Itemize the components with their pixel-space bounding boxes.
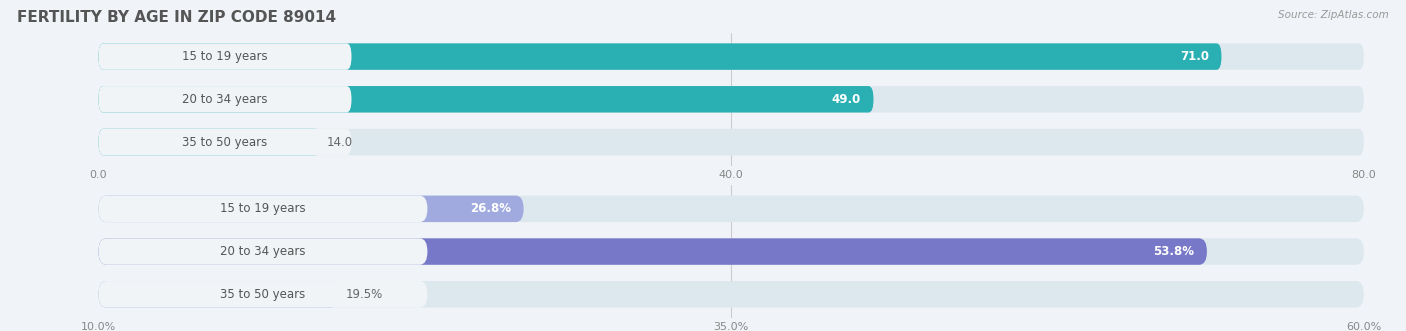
FancyBboxPatch shape <box>98 129 321 155</box>
FancyBboxPatch shape <box>98 129 1364 155</box>
FancyBboxPatch shape <box>98 281 1364 307</box>
FancyBboxPatch shape <box>98 238 1364 265</box>
Text: 19.5%: 19.5% <box>344 288 382 301</box>
Text: 49.0: 49.0 <box>831 93 860 106</box>
Text: 35 to 50 years: 35 to 50 years <box>183 135 267 149</box>
FancyBboxPatch shape <box>98 196 1364 222</box>
Text: 14.0: 14.0 <box>326 135 353 149</box>
Text: 26.8%: 26.8% <box>470 202 510 215</box>
FancyBboxPatch shape <box>98 196 427 222</box>
Text: 15 to 19 years: 15 to 19 years <box>183 50 267 63</box>
Text: FERTILITY BY AGE IN ZIP CODE 89014: FERTILITY BY AGE IN ZIP CODE 89014 <box>17 10 336 25</box>
Text: 71.0: 71.0 <box>1180 50 1209 63</box>
FancyBboxPatch shape <box>98 196 523 222</box>
FancyBboxPatch shape <box>98 281 339 307</box>
FancyBboxPatch shape <box>98 129 352 155</box>
FancyBboxPatch shape <box>98 86 352 113</box>
FancyBboxPatch shape <box>98 43 352 70</box>
FancyBboxPatch shape <box>98 86 873 113</box>
FancyBboxPatch shape <box>98 238 427 265</box>
Text: 53.8%: 53.8% <box>1153 245 1194 258</box>
FancyBboxPatch shape <box>98 86 1364 113</box>
Text: 35 to 50 years: 35 to 50 years <box>221 288 305 301</box>
Text: Source: ZipAtlas.com: Source: ZipAtlas.com <box>1278 10 1389 20</box>
Text: 20 to 34 years: 20 to 34 years <box>221 245 305 258</box>
FancyBboxPatch shape <box>98 43 1364 70</box>
Text: 15 to 19 years: 15 to 19 years <box>221 202 305 215</box>
FancyBboxPatch shape <box>98 281 427 307</box>
FancyBboxPatch shape <box>98 238 1206 265</box>
Text: 20 to 34 years: 20 to 34 years <box>183 93 267 106</box>
FancyBboxPatch shape <box>98 43 1222 70</box>
